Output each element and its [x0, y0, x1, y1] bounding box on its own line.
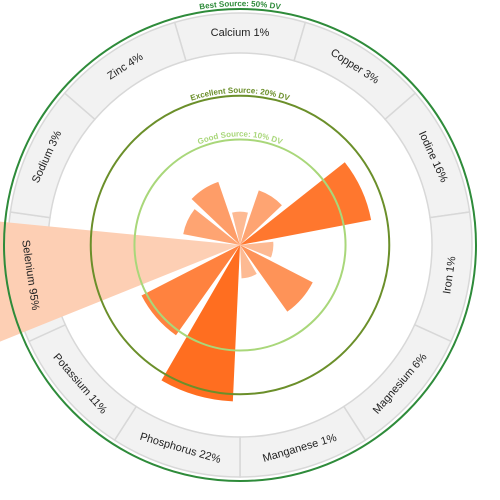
ref-circle-20 — [89, 94, 391, 396]
bar-manganese — [240, 245, 257, 279]
bar-copper — [240, 190, 282, 245]
bar-selenium — [0, 221, 240, 342]
ref-circle-10 — [133, 138, 347, 352]
bar-zinc — [191, 181, 240, 245]
bar-calcium — [232, 211, 248, 245]
ref-label-50: Best Source: 50% DV — [199, 0, 282, 12]
bars-layer — [0, 162, 372, 402]
segment-label-iron: Iron 1% — [441, 255, 458, 294]
bar-potassium — [141, 245, 240, 336]
bar-iron — [240, 241, 274, 258]
bar-iodine — [240, 162, 372, 245]
bar-sodium — [183, 209, 240, 245]
bar-phosphorus — [161, 245, 240, 402]
ref-circle-50 — [3, 8, 477, 482]
ring-segment-zinc — [63, 21, 187, 121]
segment-label-calcium: Calcium 1% — [211, 27, 270, 39]
bar-magnesium — [240, 245, 313, 312]
